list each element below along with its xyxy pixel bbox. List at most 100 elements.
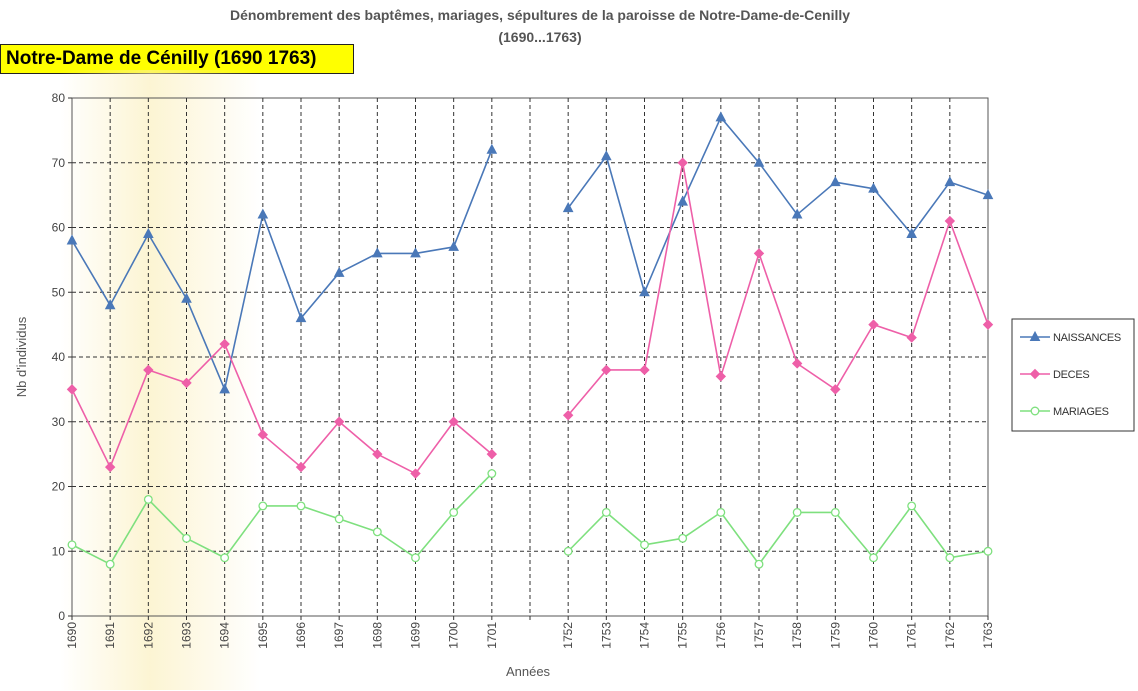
x-tick-label: 1692 (141, 622, 155, 649)
data-point-mariages (220, 553, 230, 563)
x-tick-label: 1701 (485, 622, 499, 649)
x-tick-label: 1695 (256, 622, 270, 649)
x-tick-label: 1762 (943, 622, 957, 649)
data-point-mariages (983, 546, 993, 556)
x-tick-label: 1690 (65, 622, 79, 649)
data-point-mariages (792, 507, 802, 517)
data-point-deces (372, 448, 383, 460)
data-point-mariages (296, 501, 306, 511)
data-point-deces (715, 371, 727, 382)
data-point-mariages (258, 501, 268, 511)
data-point-deces (639, 364, 650, 376)
y-tick-label: 40 (52, 350, 66, 364)
data-point-mariages (640, 540, 649, 550)
x-tick-label: 1697 (332, 622, 346, 649)
data-point-mariages (487, 469, 497, 478)
data-point-deces (944, 215, 956, 227)
data-point-deces (906, 332, 917, 343)
series-line-mariages (71, 472, 493, 566)
data-point-mariages (754, 559, 764, 569)
y-tick-label: 20 (52, 480, 66, 494)
y-tick-label: 80 (52, 91, 66, 105)
data-point-deces (333, 416, 345, 427)
x-tick-label: 1698 (370, 622, 384, 649)
x-tick-label: 1759 (828, 622, 842, 649)
y-tick-label: 50 (52, 285, 66, 299)
data-point-deces (181, 377, 192, 389)
data-point-mariages (67, 540, 77, 550)
x-axis-label: Années (506, 664, 551, 679)
data-point-naissances (677, 195, 688, 206)
y-tick-label: 60 (52, 221, 66, 235)
x-tick-label: 1763 (981, 622, 995, 649)
data-point-naissances (639, 286, 650, 297)
series-line-mariages (567, 505, 989, 566)
x-tick-label: 1699 (409, 622, 423, 649)
x-tick-label: 1754 (638, 622, 652, 649)
data-point-naissances (104, 299, 116, 310)
data-point-mariages (411, 553, 420, 563)
data-point-mariages (601, 507, 611, 517)
y-tick-label: 10 (52, 544, 66, 558)
x-tick-label: 1694 (218, 622, 232, 649)
data-point-mariages (945, 553, 955, 563)
data-point-deces (104, 461, 116, 473)
x-tick-label: 1755 (676, 622, 690, 649)
y-tick-label: 0 (58, 609, 65, 623)
data-point-naissances (830, 176, 841, 187)
x-tick-label: 1761 (905, 622, 919, 649)
data-point-naissances (448, 240, 459, 251)
x-tick-label: 1758 (790, 622, 804, 649)
data-point-naissances (868, 182, 879, 193)
legend-label-naissances: NAISSANCES (1053, 332, 1121, 344)
legend-marker-naissances (1029, 330, 1041, 341)
y-tick-label: 30 (52, 415, 66, 429)
data-point-naissances (219, 383, 230, 394)
legend-label-deces: DECES (1053, 369, 1089, 381)
data-point-naissances (257, 208, 269, 219)
data-point-mariages (334, 514, 344, 524)
data-point-deces (257, 429, 269, 440)
x-tick-label: 1752 (561, 622, 575, 649)
data-point-naissances (143, 227, 154, 238)
chart-title-line-2: (1690...1763) (498, 29, 582, 45)
data-point-deces (677, 157, 688, 168)
data-point-naissances (982, 189, 994, 200)
data-point-naissances (66, 234, 78, 245)
y-axis-label: Nb d'individus (14, 316, 29, 397)
data-point-deces (410, 468, 421, 479)
data-point-deces (295, 461, 307, 473)
data-point-mariages (869, 553, 878, 563)
x-tick-label: 1756 (714, 622, 728, 649)
data-point-naissances (906, 227, 917, 238)
data-point-mariages (449, 507, 459, 517)
data-point-deces (830, 384, 841, 395)
series-line-deces (71, 343, 493, 475)
data-point-deces (66, 384, 78, 395)
x-tick-label: 1696 (294, 622, 308, 649)
x-tick-label: 1700 (447, 622, 461, 649)
data-point-naissances (410, 247, 421, 258)
data-point-deces (753, 248, 765, 259)
x-tick-label: 1760 (867, 622, 881, 649)
data-point-mariages (563, 546, 573, 556)
data-point-naissances (715, 111, 727, 122)
legend-marker-mariages (1030, 406, 1040, 416)
data-point-mariages (143, 495, 153, 504)
x-tick-label: 1753 (599, 622, 613, 649)
parish-badge: Notre-Dame de Cénilly (1690 1763) (0, 44, 354, 74)
data-point-naissances (562, 202, 574, 213)
data-point-naissances (181, 292, 192, 303)
data-point-mariages (830, 507, 840, 517)
data-point-deces (982, 319, 994, 330)
data-point-deces (448, 416, 459, 427)
x-tick-label: 1757 (752, 622, 766, 649)
x-tick-label: 1691 (103, 622, 117, 649)
data-point-mariages (182, 533, 191, 543)
data-point-mariages (907, 501, 917, 511)
data-point-deces (143, 364, 154, 376)
data-point-naissances (944, 176, 956, 187)
data-point-deces (562, 410, 574, 421)
chart-title: Dénombrement des baptêmes, mariages, sép… (60, 4, 1020, 48)
